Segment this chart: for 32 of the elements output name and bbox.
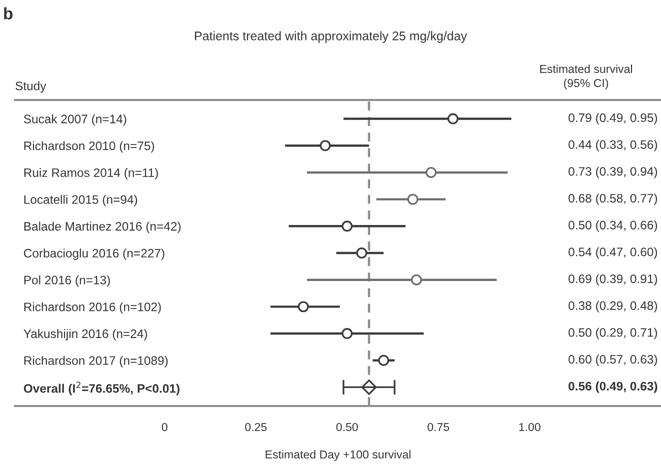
text: Study [16, 81, 46, 93]
annotation: 0.44 (0.33, 0.56) [568, 140, 658, 152]
annotation: 0.68 (0.58, 0.77) [568, 194, 658, 206]
x-tick-label: 0.50 [336, 422, 358, 432]
annotation: 0.54 (0.47, 0.60) [568, 247, 658, 259]
y-tick-label: Yakushijin 2016 (n=24) [24, 329, 148, 340]
y-tick-label: Sucak 2007 (n=14) [24, 114, 126, 126]
y-tick-label: Ruiz Ramos 2014 (n=11) [24, 168, 158, 180]
annotation: 0.50 (0.34, 0.66) [568, 220, 658, 232]
y-tick-label: Pol 2016 (n=13) [24, 275, 110, 287]
y-tick-label: Richardson 2010 (n=75) [24, 141, 154, 153]
y-tick-label: Richardson 2016 (n=102) [24, 302, 161, 314]
y-tick-label: Overall (I$^{2}$=76.65%, P<0.01) [24, 382, 180, 396]
annotation: 0.69 (0.39, 0.91) [568, 274, 658, 286]
text: Estimated survival (95% CI) [540, 64, 632, 90]
annotation: 0.60 (0.57, 0.63) [568, 354, 658, 366]
x-axis-title: Estimated Day +100 survival [266, 450, 410, 461]
annotation: 0.38 (0.29, 0.48) [568, 300, 658, 312]
y-tick-label: Corbacioglu 2016 (n=227) [24, 248, 164, 260]
x-tick-label: 1.00 [519, 422, 540, 432]
annotation: 0.79 (0.49, 0.95) [568, 113, 658, 124]
annotation: 0.50 (0.29, 0.71) [568, 328, 658, 340]
x-tick-label: 0 [162, 422, 168, 432]
annotation: 0.56 (0.49, 0.63) [568, 382, 658, 393]
chart-title: Patients treated with approximately 25 mg/kg/day [195, 31, 468, 43]
x-tick-label: 0.25 [245, 422, 267, 432]
x-tick-label: 0.75 [428, 422, 450, 432]
annotation: 0.73 (0.39, 0.94) [568, 166, 658, 178]
y-tick-label: Locatelli 2015 (n=94) [24, 194, 138, 206]
y-tick-label: Balade Martinez 2016 (n=42) [24, 222, 181, 234]
text: b [4, 7, 12, 20]
y-tick-label: Richardson 2017 (n=1089) [24, 356, 168, 368]
